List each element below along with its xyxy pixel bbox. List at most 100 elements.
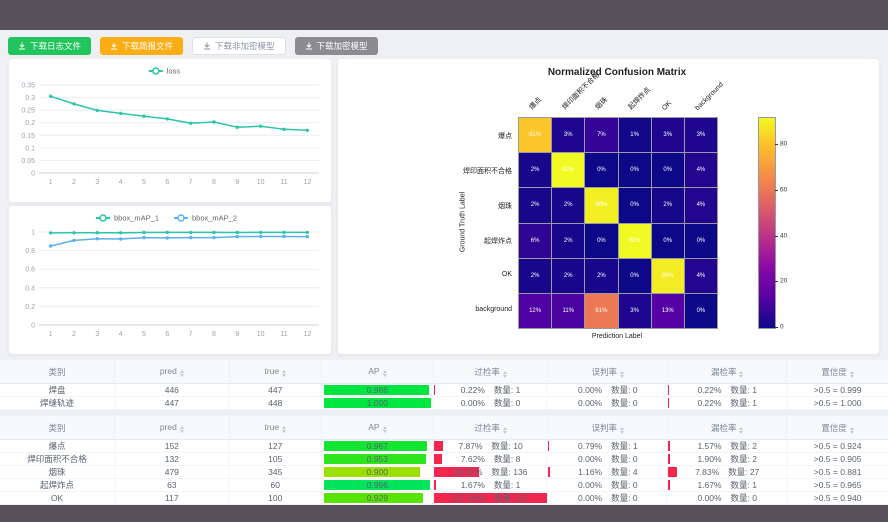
table-row: 起焊炸点 63 60 0.996 1.67% 数量: 1 0.00% 数量: 0 1.6… <box>0 478 888 492</box>
svg-text:6: 6 <box>165 179 169 186</box>
column-header[interactable]: 漏检率 <box>667 360 788 384</box>
matrix-cell: 2% <box>552 223 585 258</box>
download-log-button[interactable]: 下载日志文件 <box>8 37 92 55</box>
column-header[interactable]: AP <box>321 416 434 440</box>
column-header[interactable]: pred <box>114 416 230 440</box>
column-header[interactable]: AP <box>321 360 434 384</box>
colorbar-tick-label: 60 <box>780 186 788 194</box>
matrix-cell: 1% <box>618 118 651 153</box>
colorbar-tick-label: 40 <box>780 232 788 240</box>
colorbar <box>758 117 776 329</box>
matrix-cell: 7% <box>585 118 618 153</box>
mis-rate-cell: 0.00% 数量: 0 <box>547 452 669 466</box>
column-header[interactable]: 过检率 <box>433 416 549 440</box>
svg-text:10: 10 <box>257 331 265 338</box>
confidence-cell: >0.5 = 0.940 <box>786 491 888 505</box>
svg-text:4: 4 <box>119 179 123 186</box>
sort-icon[interactable] <box>739 370 744 378</box>
miss-rate-cell: 7.83% 数量: 27 <box>667 465 788 479</box>
matrix-cell: 92% <box>552 153 585 188</box>
true-cell: 100 <box>229 491 322 505</box>
category-cell: 起焊炸点 <box>0 478 116 492</box>
true-cell: 127 <box>229 439 322 453</box>
ap-cell: 0.996 <box>321 478 434 492</box>
colorbar-tick-label: 80 <box>780 140 788 148</box>
matrix-y-axis-label: Ground Truth Label <box>459 191 467 253</box>
svg-text:0.6: 0.6 <box>25 267 35 274</box>
matrix-cell: 3% <box>651 118 684 153</box>
column-header[interactable]: true <box>229 360 322 384</box>
column-header[interactable]: pred <box>114 360 230 384</box>
download-icon <box>18 42 26 50</box>
mis-rate-cell: 0.00% 数量: 0 <box>547 478 669 492</box>
matrix-col-label: 起焊炸点 <box>626 86 652 112</box>
download-brief-button[interactable]: 下载简报文件 <box>100 37 184 55</box>
svg-text:loss: loss <box>167 67 181 76</box>
download-plain-model-button[interactable]: 下载非加密模型 <box>192 37 286 55</box>
miss-rate-cell: 0.22% 数量: 1 <box>667 383 788 397</box>
pred-cell: 132 <box>114 452 230 466</box>
svg-text:6: 6 <box>165 331 169 338</box>
column-header[interactable]: 误判率 <box>547 416 669 440</box>
over-rate-cell: 0.22% 数量: 1 <box>433 383 549 397</box>
column-header[interactable]: true <box>229 416 322 440</box>
mis-rate-cell: 0.79% 数量: 1 <box>547 439 669 453</box>
table-row: 焊印面积不合格 132 105 0.953 7.62% 数量: 8 0.00% 数量: … <box>0 452 888 466</box>
sort-icon[interactable] <box>849 370 854 378</box>
matrix-row-label: 焊印面积不合格 <box>463 167 512 175</box>
sort-icon[interactable] <box>502 426 507 434</box>
sort-icon[interactable] <box>282 426 287 433</box>
sort-icon[interactable] <box>382 426 387 433</box>
svg-text:8: 8 <box>212 179 216 186</box>
category-cell: OK <box>0 491 116 505</box>
column-header[interactable]: 过检率 <box>433 360 549 384</box>
metrics-table-1: 类别 pred true AP 过检率 误判率 漏检率 置信度 焊盘 446 447 0.986 0… <box>0 360 888 410</box>
sort-icon[interactable] <box>620 370 625 378</box>
matrix-cell: 13% <box>651 293 684 328</box>
column-header[interactable]: 误判率 <box>547 360 669 384</box>
svg-text:3: 3 <box>95 179 99 186</box>
matrix-cell: 2% <box>519 188 552 223</box>
sort-icon[interactable] <box>179 370 184 377</box>
miss-rate-cell: 0.22% 数量: 1 <box>667 396 788 410</box>
column-header: 类别 <box>0 360 116 384</box>
matrix-cell: 0% <box>618 258 651 293</box>
mis-rate-cell: 1.16% 数量: 4 <box>547 465 669 479</box>
matrix-cell: 3% <box>684 118 717 153</box>
confusion-matrix-grid: 81% 3% 7% 1% 3% 3% 2% 92% 0% 0% 0% 4% 2% 2% 90% 0% 2% 4% 6… <box>518 117 718 329</box>
download-encrypted-model-button[interactable]: 下载加密模型 <box>294 37 378 55</box>
matrix-x-axis-label: Prediction Label <box>591 333 643 340</box>
sort-icon[interactable] <box>849 426 854 434</box>
svg-text:1: 1 <box>49 179 53 186</box>
content-area: 下载日志文件 下载简报文件 下载非加密模型 下载加密模型 l <box>0 30 888 505</box>
matrix-cell: 0% <box>651 153 684 188</box>
sort-icon[interactable] <box>620 426 625 434</box>
ap-cell: 0.967 <box>321 439 434 453</box>
svg-text:0.2: 0.2 <box>25 304 35 311</box>
column-header[interactable]: 漏检率 <box>667 416 788 440</box>
button-label: 下载简报文件 <box>122 40 174 51</box>
ap-cell: 0.929 <box>321 491 434 505</box>
column-header[interactable]: 置信度 <box>786 416 888 440</box>
sort-icon[interactable] <box>739 426 744 434</box>
category-cell: 爆点 <box>0 439 116 453</box>
table-row: 焊缝轨迹 447 448 1.000 0.00% 数量: 0 0.00% 数量: 0 0… <box>0 396 888 410</box>
sort-icon[interactable] <box>179 426 184 433</box>
sort-icon[interactable] <box>502 370 507 378</box>
sort-icon[interactable] <box>382 370 387 377</box>
download-icon <box>203 42 211 50</box>
true-cell: 448 <box>229 396 322 410</box>
download-icon <box>305 42 313 50</box>
svg-text:10: 10 <box>257 179 265 186</box>
column-header[interactable]: 置信度 <box>786 360 888 384</box>
pred-cell: 446 <box>114 383 230 397</box>
matrix-cell: 6% <box>519 223 552 258</box>
matrix-row-label: OK <box>501 270 512 278</box>
sort-icon[interactable] <box>282 370 287 377</box>
svg-text:9: 9 <box>235 331 239 338</box>
true-cell: 105 <box>229 452 322 466</box>
download-icon <box>110 42 118 50</box>
confidence-cell: >0.5 = 1.000 <box>786 396 888 410</box>
